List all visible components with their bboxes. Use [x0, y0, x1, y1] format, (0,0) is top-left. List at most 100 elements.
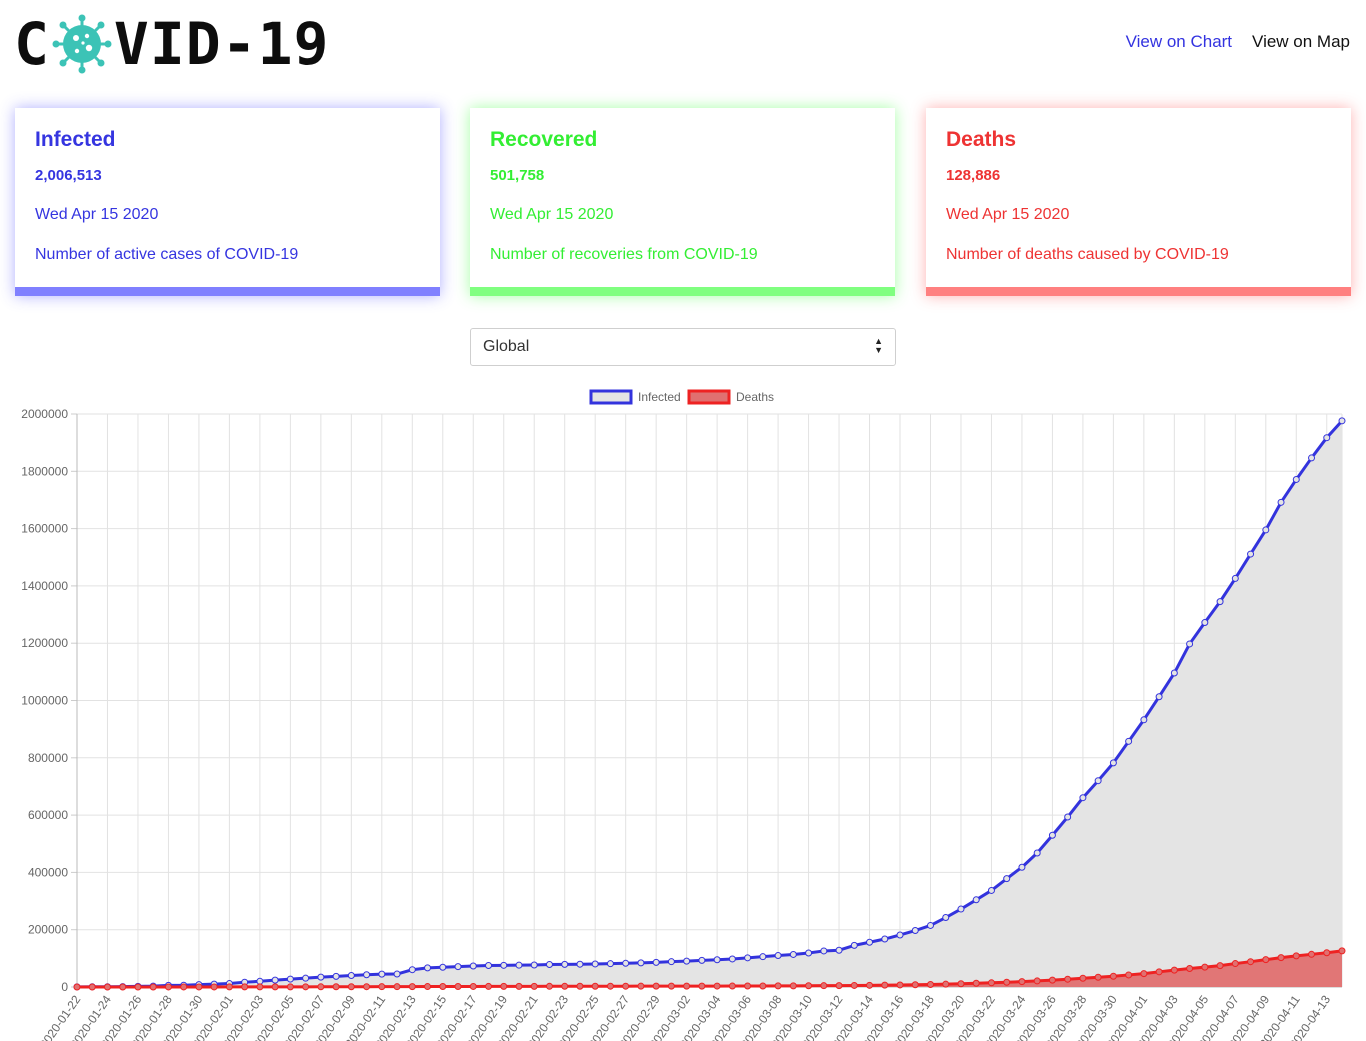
- deaths-point: [728, 982, 736, 990]
- infected-point: [1033, 849, 1041, 857]
- legend-label-infected: Infected: [638, 390, 681, 404]
- infected-point: [1292, 475, 1300, 483]
- infected-point: [332, 972, 340, 980]
- infected-description: Number of active cases of COVID-19: [35, 246, 299, 263]
- infected-point: [637, 959, 645, 967]
- y-tick-label: 400000: [28, 865, 68, 879]
- deaths-point: [530, 982, 538, 990]
- deaths-point: [1292, 952, 1300, 960]
- deaths-point: [256, 983, 264, 991]
- deaths-point: [1262, 956, 1270, 964]
- deaths-point: [926, 981, 934, 988]
- infected-point: [286, 975, 294, 983]
- infected-point: [987, 886, 995, 894]
- infected-point: [576, 960, 584, 968]
- deaths-point: [515, 982, 523, 990]
- deaths-point: [545, 982, 553, 990]
- infected-point: [469, 962, 477, 970]
- deaths-point: [1247, 958, 1255, 966]
- infected-point: [957, 905, 965, 913]
- deaths-point: [180, 983, 188, 991]
- deaths-point: [1109, 972, 1117, 980]
- y-tick-label: 1200000: [21, 636, 68, 650]
- deaths-point: [347, 983, 355, 991]
- infected-point: [500, 961, 508, 969]
- virus-icon: [52, 14, 112, 74]
- deaths-point: [286, 983, 294, 991]
- deaths-point: [637, 982, 645, 990]
- infected-point: [1201, 619, 1209, 627]
- infected-accent-bar: [15, 287, 440, 296]
- deaths-point: [469, 982, 477, 990]
- deaths-point: [103, 983, 111, 991]
- deaths-description: Number of deaths caused by COVID-19: [946, 246, 1229, 263]
- infected-point: [1231, 574, 1239, 582]
- infected-point: [1064, 813, 1072, 821]
- infected-point: [1170, 669, 1178, 677]
- deaths-point: [1216, 962, 1224, 970]
- deaths-point: [195, 983, 203, 991]
- deaths-point: [881, 981, 889, 989]
- infected-point: [1003, 875, 1011, 883]
- infected-point: [805, 949, 813, 957]
- infected-point: [1094, 777, 1102, 785]
- deaths-point: [1323, 949, 1331, 957]
- deaths-area: [77, 950, 1342, 987]
- infected-point: [683, 957, 691, 965]
- infected-point: [515, 961, 523, 969]
- deaths-point: [88, 983, 96, 991]
- country-select[interactable]: Global ▲ ▼: [470, 328, 896, 366]
- infected-point: [1048, 831, 1056, 839]
- infected-point: [1277, 498, 1285, 506]
- infected-point: [744, 954, 752, 962]
- infected-point: [271, 976, 279, 984]
- infected-card: Infected 2,006,513 Wed Apr 15 2020 Numbe…: [15, 108, 440, 296]
- infected-point: [302, 974, 310, 982]
- deaths-point: [485, 982, 493, 990]
- y-tick-label: 2000000: [21, 407, 68, 421]
- deaths-point: [1003, 978, 1011, 986]
- y-tick-label: 600000: [28, 808, 68, 822]
- logo[interactable]: C: [14, 12, 329, 76]
- infected-point: [1262, 526, 1270, 534]
- deaths-point: [987, 979, 995, 987]
- deaths-count: 128,886: [946, 167, 1001, 184]
- deaths-point: [957, 980, 965, 988]
- y-tick-label: 1400000: [21, 579, 68, 593]
- infected-title: Infected: [35, 128, 116, 151]
- deaths-point: [1277, 954, 1285, 962]
- infected-area: [77, 420, 1342, 987]
- deaths-point: [866, 981, 874, 989]
- deaths-point: [134, 983, 142, 991]
- infected-point: [774, 952, 782, 960]
- recovered-description: Number of recoveries from COVID-19: [490, 246, 758, 263]
- infected-point: [1018, 863, 1026, 871]
- deaths-point: [667, 982, 675, 990]
- deaths-date: Wed Apr 15 2020: [946, 206, 1070, 223]
- infected-point: [393, 970, 401, 978]
- deaths-point: [606, 982, 614, 990]
- infected-point: [408, 966, 416, 974]
- deaths-point: [149, 983, 157, 991]
- deaths-point: [1018, 978, 1026, 986]
- infected-point: [789, 950, 797, 958]
- infected-point: [1186, 640, 1194, 648]
- infected-point: [926, 921, 934, 929]
- infected-point: [378, 970, 386, 978]
- deaths-point: [713, 982, 721, 990]
- infected-point: [1140, 716, 1148, 724]
- infected-point: [317, 973, 325, 981]
- infected-point: [896, 931, 904, 939]
- view-on-map-link[interactable]: View on Map: [1252, 32, 1350, 51]
- deaths-point: [363, 983, 371, 991]
- view-on-chart-link[interactable]: View on Chart: [1125, 32, 1233, 51]
- infected-point: [1338, 417, 1346, 425]
- logo-prefix: C: [14, 10, 50, 78]
- deaths-point: [1048, 976, 1056, 984]
- deaths-point: [683, 982, 691, 990]
- deaths-point: [1186, 964, 1194, 972]
- infected-point: [667, 958, 675, 966]
- infected-point: [911, 927, 919, 935]
- deaths-point: [164, 983, 172, 991]
- deaths-point: [424, 983, 432, 991]
